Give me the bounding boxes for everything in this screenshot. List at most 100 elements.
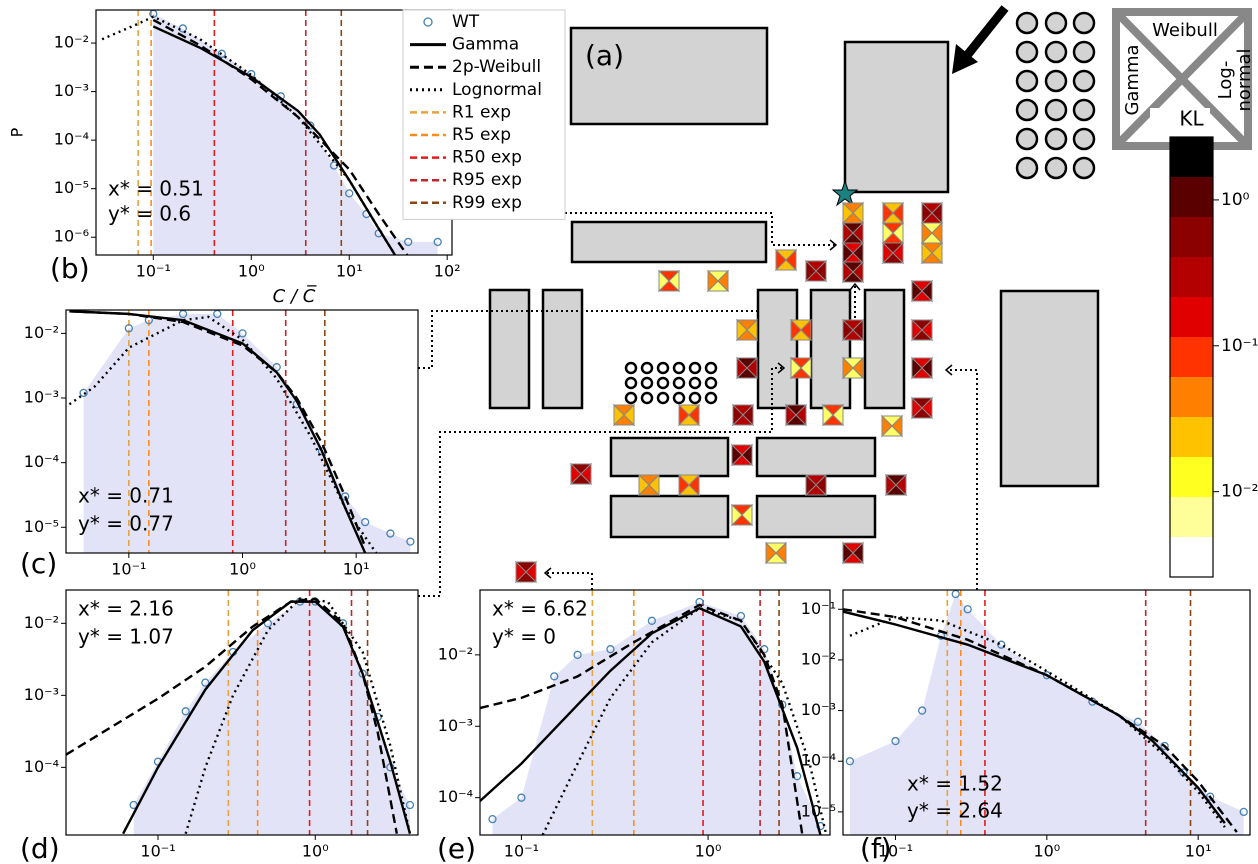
fit-line xyxy=(184,597,412,835)
kl-marker xyxy=(841,541,865,565)
kl-tri xyxy=(891,414,903,438)
x-tick-label: 10⁰ xyxy=(229,560,256,579)
legend-top: Weibull xyxy=(1152,20,1218,41)
diagram: Weibull Gamma Log- normal (a) xyxy=(418,5,1255,597)
kl-tri xyxy=(790,318,802,342)
x-tick-label: 10⁰ xyxy=(1033,842,1060,861)
legend-label: Lognormal xyxy=(452,80,542,100)
kl-tri xyxy=(688,473,700,497)
kl-tri xyxy=(623,403,635,427)
markers xyxy=(514,11,1096,584)
panel-label: (e) xyxy=(437,832,476,864)
kl-tri xyxy=(885,473,897,497)
kl-marker xyxy=(841,318,865,342)
kl-tri xyxy=(882,221,894,245)
kl-marker xyxy=(774,248,798,272)
receptor xyxy=(672,376,686,390)
legend-label: WT xyxy=(452,12,480,32)
receptor xyxy=(704,361,718,375)
color-band xyxy=(1170,137,1213,178)
kl-marker xyxy=(910,356,934,380)
y-tick-label: 10⁻³ xyxy=(54,81,89,100)
receptor xyxy=(1015,11,1039,35)
receptor xyxy=(688,391,702,405)
panel-label: (f) xyxy=(860,832,892,864)
kl-marker xyxy=(841,201,865,225)
kl-bg xyxy=(1150,108,1210,134)
y-tick-label: 10⁻³ xyxy=(24,388,59,407)
kl-marker xyxy=(730,503,754,527)
x-tick-label: 10² xyxy=(434,262,461,281)
receptor xyxy=(1015,127,1039,151)
data-point xyxy=(124,324,133,333)
kl-tri xyxy=(741,503,753,527)
kl-marker xyxy=(637,473,661,497)
annotation: x* = 0.51 xyxy=(108,177,204,201)
data-point xyxy=(361,518,370,527)
annotation: x* = 6.62 xyxy=(492,597,588,621)
kl-tri xyxy=(931,241,943,265)
kl-tri xyxy=(921,201,933,225)
kl-marker xyxy=(569,462,593,486)
colorbar-tick-label: 10⁻² xyxy=(1221,482,1258,502)
legend-left: Gamma xyxy=(1122,44,1143,115)
kl-tri xyxy=(852,318,864,342)
panel-label: (d) xyxy=(20,832,60,864)
kl-tri xyxy=(892,201,904,225)
kl-tri xyxy=(842,221,854,245)
annotation: y* = 0 xyxy=(492,625,556,649)
connector xyxy=(418,367,784,597)
kl-marker xyxy=(789,356,813,380)
color-band xyxy=(1170,217,1213,258)
y-tick-label: 10⁻⁶ xyxy=(54,227,89,246)
arrow-head xyxy=(849,282,861,291)
legend-label: Gamma xyxy=(452,35,519,55)
x-tick-label: 10⁻¹ xyxy=(878,842,913,861)
kl-tri xyxy=(921,241,933,265)
fit-line xyxy=(480,603,804,835)
building xyxy=(999,289,1100,488)
building xyxy=(756,288,799,410)
kl-tri xyxy=(746,356,758,380)
kl-tri xyxy=(658,269,670,293)
fit-line xyxy=(122,600,412,835)
building xyxy=(609,494,730,539)
wind-arrow xyxy=(961,5,1009,61)
kl-tri xyxy=(822,403,834,427)
colorbar-tick-label: 10⁰ xyxy=(1221,190,1250,210)
receptor xyxy=(1044,98,1068,122)
arrow-head xyxy=(543,567,552,579)
color-band xyxy=(1170,297,1213,338)
color-band xyxy=(1170,177,1213,218)
kl-marker xyxy=(514,560,538,584)
x-tick-label: 10⁻¹ xyxy=(504,842,539,861)
kl-marker xyxy=(841,241,865,265)
kl-tri xyxy=(895,473,907,497)
kl-tri xyxy=(800,356,812,380)
fit-line xyxy=(69,310,367,548)
plot-frame xyxy=(65,589,419,836)
building xyxy=(755,436,877,478)
arrow-head xyxy=(829,239,838,251)
y-tick-label: 10⁻⁴ xyxy=(24,452,59,471)
receptor xyxy=(1044,127,1068,151)
annotation: y* = 0.77 xyxy=(78,512,174,536)
kl-tri xyxy=(892,221,904,245)
kl-tri xyxy=(707,269,719,293)
kl-tri xyxy=(785,248,797,272)
legend-marker xyxy=(423,17,433,27)
kl-marker xyxy=(841,221,865,245)
receptor xyxy=(1044,11,1068,35)
kl-tri xyxy=(638,473,650,497)
kl-tri xyxy=(921,396,933,420)
kl-marker xyxy=(920,201,944,225)
kl-tri xyxy=(678,473,690,497)
kl-tri xyxy=(688,403,700,427)
x-tick-label: 10⁰ xyxy=(695,842,722,861)
colorbar-title: KL xyxy=(1179,107,1204,131)
receptor xyxy=(1072,11,1096,35)
kl-marker xyxy=(784,403,808,427)
x-axis-label: C / C̅ xyxy=(273,285,318,307)
